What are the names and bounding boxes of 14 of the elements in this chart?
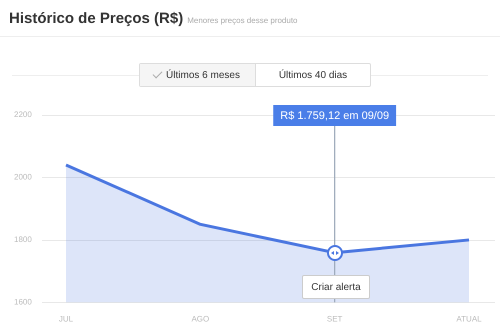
chart-title: Histórico de Preços (R$) xyxy=(9,10,184,27)
chart-subtitle: Menores preços desse produto xyxy=(187,16,298,25)
x-tick-label: JUL xyxy=(58,314,74,324)
y-tick-label: 2000 xyxy=(14,172,32,182)
annotation: Criar alerta xyxy=(302,275,370,299)
text: Últimos 6 meses xyxy=(166,70,240,80)
y-tick-label: 2200 xyxy=(14,110,32,120)
x-tick-label: SET xyxy=(326,314,343,324)
y-tick-label: 1600 xyxy=(14,298,32,307)
x-tick-label: AGO xyxy=(191,314,210,324)
x-tick-label: ATUAL xyxy=(456,314,482,324)
y-tick-label: 1800 xyxy=(14,235,32,244)
annotation: R$ 1.759,12 em 09/09 xyxy=(280,110,390,122)
text: Últimos 40 dias xyxy=(278,68,348,82)
